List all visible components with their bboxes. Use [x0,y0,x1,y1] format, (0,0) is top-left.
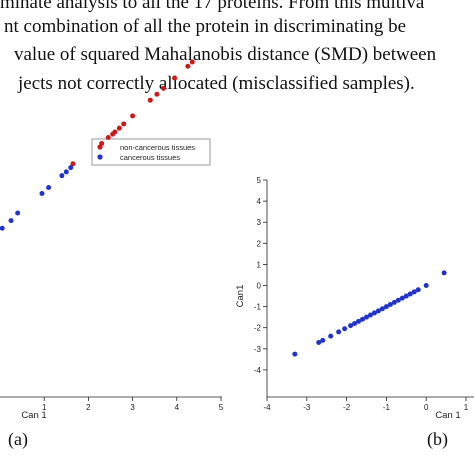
panel-a-xtick-label: 3 [130,403,135,412]
panel-b-point [336,329,342,335]
panel-b-ytick-label: 1 [257,260,262,269]
panel-a-point [130,113,136,119]
body-text-line-3: value of squared Mahalanobis distance (S… [14,44,437,65]
panel-b-label: (b) [427,429,448,450]
panel-a-legend [91,138,211,166]
panel-b-ytick-label: 2 [257,239,262,248]
panel-a-point [161,85,167,91]
panel-b-point [371,310,377,316]
panel-a-xtick-label: 2 [86,403,91,412]
panel-b-point [395,297,401,303]
panel-b-xtick-label: 1 [464,403,469,412]
body-text-line-4: jects not correctly allocated (misclassi… [18,73,415,94]
panel-a-point [147,97,153,103]
panel-b-xtick-label: 0 [424,403,429,412]
panel-a-point [8,218,14,224]
panel-b-point [407,291,413,297]
panel-a-point [99,140,105,146]
panel-b-ylabel: Can1 [235,285,246,308]
panel-a-plot: 1 2 3 4 5 Can 1 non-cancerous tissues cancer… [0,59,224,450]
panel-a-xtick-label: 1 [42,403,47,412]
panel-b-point [367,312,373,318]
panel-b-point [316,339,322,345]
body-text-line-1: minate analysis to all the 17 proteins. … [0,0,425,13]
panel-b-point [292,351,298,357]
panel-b-ytick-label: 4 [257,197,262,206]
panel-b-point [328,333,334,339]
panel-b-point [403,293,409,299]
panel-a-point [172,75,178,81]
panel-a-point [68,165,74,171]
panel-a-point [116,125,122,131]
panel-b-xlabel: Can 1 [435,410,460,421]
panel-b-ytick-label: -4 [254,366,262,375]
panel-b-point [411,289,417,295]
panel-a-point [39,190,45,196]
panel-a-point [59,173,65,179]
panel-b-point [383,304,389,310]
panel-a-point [154,91,160,97]
panel-b-point [356,318,362,324]
body-text-line-2: nt combination of all the protein in dis… [4,16,407,37]
legend-label-noncancerous: non-cancerous tissues [120,143,195,152]
legend-marker-cancerous [97,154,103,160]
panel-b-ytick-label: 5 [257,176,262,185]
panel-a-point [0,225,5,231]
panel-a-label: (a) [8,429,28,450]
panel-b-ytick-label: 3 [257,218,262,227]
panel-b-ytick-label: -3 [254,345,262,354]
panel-a-point [105,135,111,141]
panel-b-ytick-label: -2 [254,324,262,333]
panel-a-xtick-label: 4 [175,403,180,412]
legend-label-cancerous: cancerous tissues [120,153,180,162]
panel-a-point [185,63,191,69]
panel-a-point [189,59,195,65]
panel-b-point [348,323,354,329]
panel-a-xlabel: Can 1 [21,410,46,421]
panel-b-point [320,337,326,343]
panel-b-point [391,299,397,305]
panel-b-xtick-label: -4 [263,403,271,412]
panel-a-point [70,161,76,167]
panel-a-point [46,185,52,191]
panel-a-xtick-label: 5 [219,403,224,412]
panel-b-xtick-label: -3 [303,403,311,412]
panel-a-point [15,210,21,216]
panel-b-point [364,314,369,320]
panel-b-xtick-label: -2 [343,403,351,412]
panel-b-point [441,270,447,276]
panel-b-point [399,295,405,301]
panel-b-point [352,320,358,326]
panel-a-point [63,169,69,175]
panel-b-point [379,306,385,312]
panel-b-plot: 5 4 3 2 1 0 -1 -2 -3 -4 -4 -3 -2 -1 0 1 Can1 Can 1 (b) [235,176,474,450]
panel-a-point [121,121,127,127]
panel-b-point [342,326,348,332]
panel-b-ytick-label: -1 [254,303,262,312]
panel-a-point [112,129,118,135]
panel-b-point [387,301,393,307]
panel-b-point [415,287,421,293]
panel-b-point [360,316,366,322]
panel-b-point [423,283,429,288]
panel-b-xtick-label: -1 [383,403,391,412]
panel-b-ytick-label: 0 [257,282,262,291]
panel-b-point [375,308,381,314]
